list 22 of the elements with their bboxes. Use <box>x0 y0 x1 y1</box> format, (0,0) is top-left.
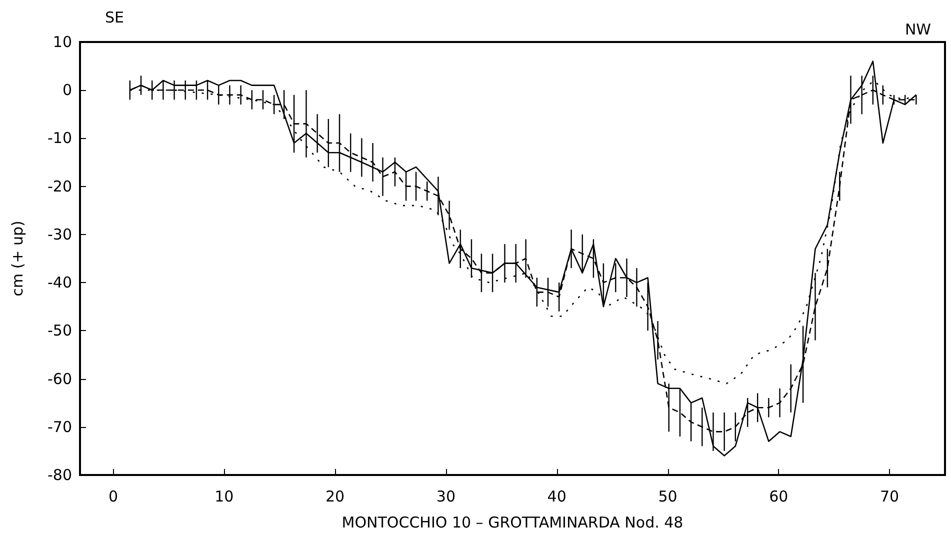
y-tick-label: 0 <box>62 81 72 100</box>
x-tick-label: 40 <box>547 488 566 506</box>
y-axis-title: cm (+ up) <box>8 220 26 296</box>
x-tick-label: 10 <box>214 488 234 506</box>
y-tick-label: -10 <box>48 129 72 148</box>
y-tick-label: -70 <box>48 418 72 436</box>
y-tick-label: 10 <box>52 33 72 51</box>
y-tick-label: -40 <box>48 274 72 292</box>
x-tick-label: 50 <box>658 488 678 506</box>
x-tick-label: 30 <box>436 488 456 506</box>
text: SE <box>105 8 124 26</box>
x-axis-title: MONTOCCHIO 10 – GROTTAMINARDA Nod. 48 <box>342 514 684 532</box>
y-tick-label: -60 <box>48 370 72 388</box>
x-tick-label: 60 <box>769 488 788 506</box>
x-tick-label: 20 <box>326 488 345 506</box>
text: NW <box>904 20 932 38</box>
y-tick-label: -80 <box>48 466 72 484</box>
x-tick-label: 70 <box>880 488 900 506</box>
y-tick-label: -50 <box>48 322 72 340</box>
x-tick-label: 0 <box>108 488 118 506</box>
y-tick-label: -20 <box>48 177 72 196</box>
y-tick-label: -30 <box>48 225 72 244</box>
